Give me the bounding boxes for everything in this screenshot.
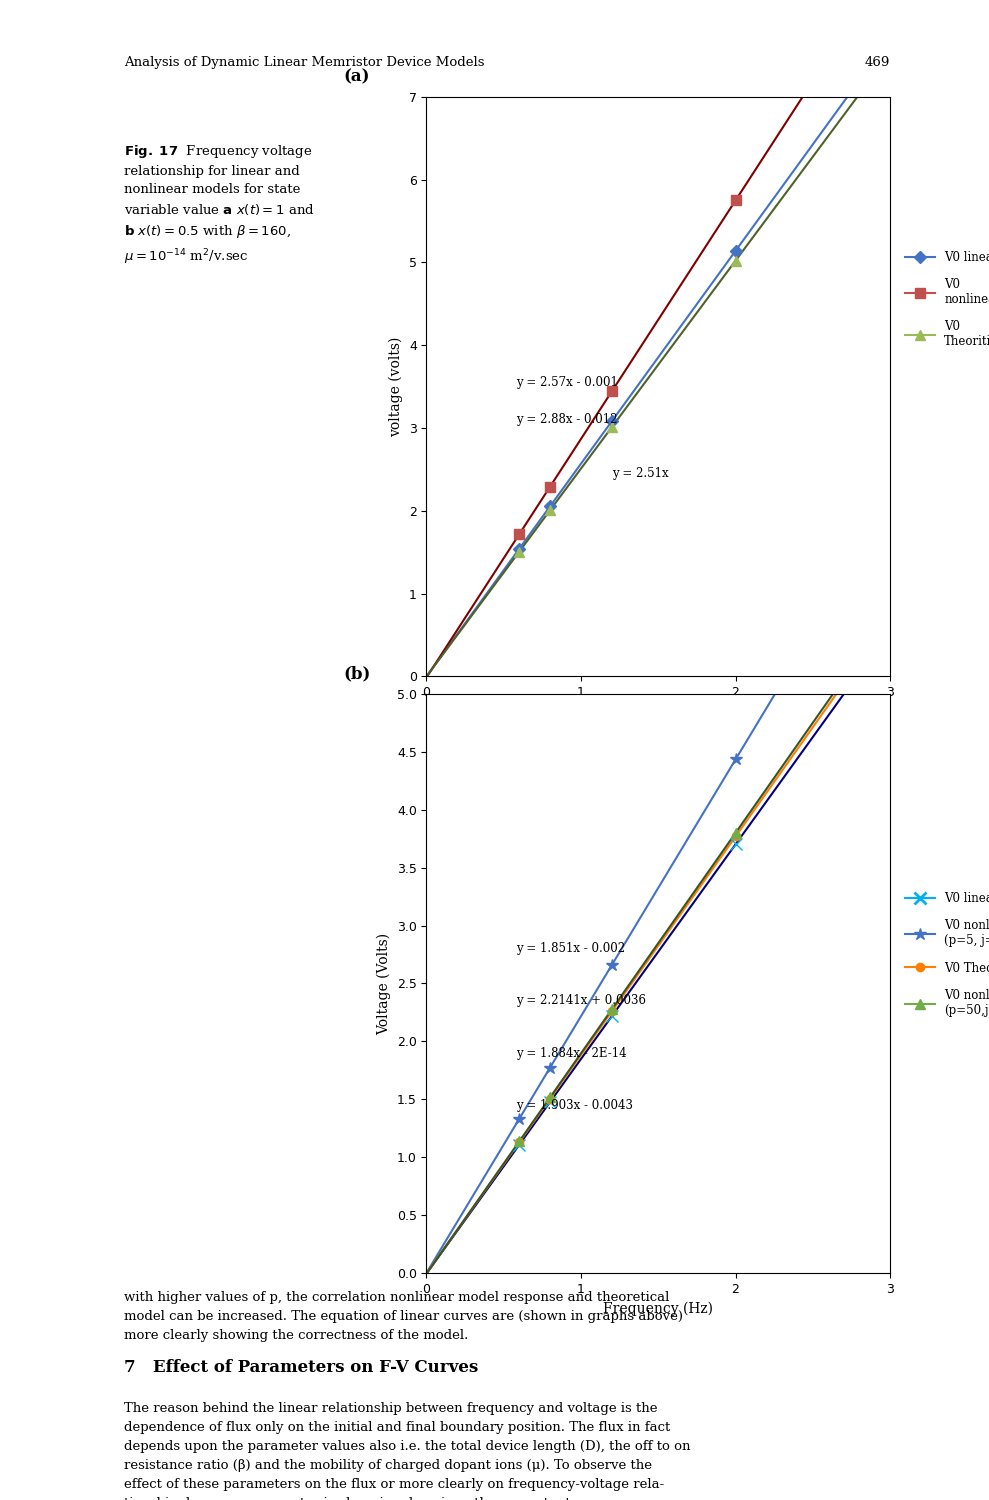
- Line: V0 nonlinear
(p=5, j=1): V0 nonlinear (p=5, j=1): [513, 753, 742, 1125]
- Text: (b): (b): [343, 664, 371, 682]
- Legend: V0 linear, V0
nonlinear, V0
Theoriticle: V0 linear, V0 nonlinear, V0 Theoriticle: [901, 246, 989, 352]
- Line: V0
Theoriticle: V0 Theoriticle: [514, 256, 741, 556]
- Text: with higher values of p, the correlation nonlinear model response and theoretica: with higher values of p, the correlation…: [124, 1290, 682, 1341]
- V0 nonlinear
(p=50,j=1): [513, 1132, 525, 1150]
- Line: V0
nonlinear: V0 nonlinear: [514, 195, 741, 538]
- X-axis label: Frequency (Hz): Frequency (Hz): [603, 1302, 713, 1316]
- Line: V0 linear: V0 linear: [513, 839, 742, 1150]
- Text: 7   Effect of Parameters on F-V Curves: 7 Effect of Parameters on F-V Curves: [124, 1359, 478, 1376]
- V0 linear: [544, 496, 556, 514]
- V0 linear: [513, 540, 525, 558]
- Y-axis label: Voltage (Volts): Voltage (Volts): [377, 933, 392, 1035]
- Line: V0 linear: V0 linear: [515, 246, 740, 554]
- V0 Theoriticle: [513, 1134, 525, 1152]
- Text: Analysis of Dynamic Linear Memristor Device Models: Analysis of Dynamic Linear Memristor Dev…: [124, 56, 485, 69]
- Text: y = 1.903x - 0.0043: y = 1.903x - 0.0043: [516, 1098, 633, 1112]
- Text: 469: 469: [864, 56, 890, 69]
- Text: y = 1.884x - 2E-14: y = 1.884x - 2E-14: [516, 1047, 627, 1059]
- Text: y = 2.51x: y = 2.51x: [612, 466, 669, 480]
- V0
nonlinear: [606, 382, 618, 400]
- V0 linear: [730, 242, 742, 260]
- V0 nonlinear
(p=50,j=1): [606, 1000, 618, 1018]
- Text: (a): (a): [343, 68, 370, 86]
- Text: y = 2.57x - 0.001: y = 2.57x - 0.001: [516, 376, 618, 388]
- Line: V0 Theoriticle: V0 Theoriticle: [515, 833, 740, 1146]
- V0 nonlinear
(p=50,j=1): [544, 1089, 556, 1107]
- V0
Theoriticle: [606, 419, 618, 436]
- V0
Theoriticle: [730, 252, 742, 270]
- V0 linear: [544, 1094, 556, 1112]
- V0 nonlinear
(p=5, j=1): [606, 956, 618, 974]
- V0 linear: [606, 413, 618, 430]
- V0 Theoriticle: [730, 828, 742, 846]
- V0
Theoriticle: [544, 501, 556, 519]
- V0 linear: [730, 836, 742, 854]
- V0 Theoriticle: [544, 1089, 556, 1107]
- V0 nonlinear
(p=5, j=1): [544, 1059, 556, 1077]
- Text: y = 2.2141x + 0.0036: y = 2.2141x + 0.0036: [516, 994, 646, 1008]
- V0 nonlinear
(p=50,j=1): [730, 824, 742, 842]
- V0
nonlinear: [513, 525, 525, 543]
- V0 linear: [513, 1136, 525, 1154]
- V0
nonlinear: [730, 192, 742, 210]
- V0
Theoriticle: [513, 543, 525, 561]
- Line: V0 nonlinear
(p=50,j=1): V0 nonlinear (p=50,j=1): [514, 828, 741, 1146]
- V0 linear: [606, 1007, 618, 1025]
- V0
nonlinear: [544, 477, 556, 495]
- V0 Theoriticle: [606, 1002, 618, 1020]
- Y-axis label: voltage (volts): voltage (volts): [389, 336, 404, 436]
- V0 nonlinear
(p=5, j=1): [730, 750, 742, 768]
- Text: y = 2.88x - 0.012: y = 2.88x - 0.012: [516, 413, 617, 426]
- Text: $\bf{Fig.\ 17}$  Frequency voltage
relationship for linear and
nonlinear models : $\bf{Fig.\ 17}$ Frequency voltage relati…: [124, 142, 315, 267]
- Legend: V0 linear, V0 nonlinear
(p=5, j=1), V0 Theoriticle, V0 nonlinear
(p=50,j=1): V0 linear, V0 nonlinear (p=5, j=1), V0 T…: [901, 888, 989, 1022]
- V0 nonlinear
(p=5, j=1): [513, 1110, 525, 1128]
- X-axis label: Frequency (Hz): Frequency (Hz): [603, 705, 713, 718]
- Text: y = 1.851x - 0.002: y = 1.851x - 0.002: [516, 942, 625, 956]
- Text: The reason behind the linear relationship between frequency and voltage is the
d: The reason behind the linear relationshi…: [124, 1402, 690, 1500]
